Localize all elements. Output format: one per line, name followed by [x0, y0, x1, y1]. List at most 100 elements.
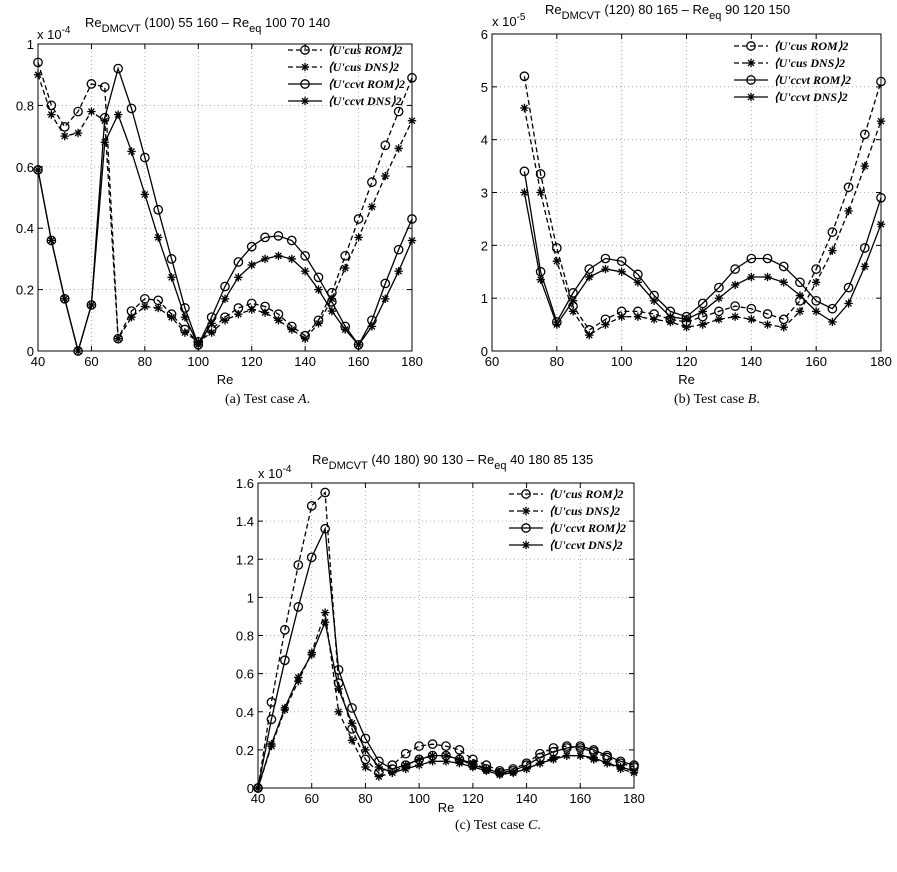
data-point-star-stroke	[381, 295, 389, 303]
legend-label: ⟨U'ccvt DNS⟩2	[328, 94, 402, 108]
caption-prefix: (a) Test case	[225, 392, 298, 407]
legend-label: ⟨U'cus DNS⟩2	[774, 56, 845, 70]
data-point-star-stroke	[261, 309, 269, 317]
x-tick-label: 120	[241, 354, 263, 369]
data-point-star-stroke	[128, 313, 135, 321]
data-point-star-stroke	[402, 765, 410, 773]
data-point-star	[294, 673, 303, 682]
data-point-circle	[286, 235, 297, 246]
data-point-star	[811, 278, 821, 287]
data-point-circle	[778, 261, 789, 272]
x-axis-label: Re	[438, 800, 455, 815]
data-point-star-stroke	[381, 172, 389, 180]
y-tick-label: 1	[481, 291, 488, 306]
title-end: 100 70 140	[261, 15, 330, 30]
data-point-star	[860, 262, 869, 271]
data-point-circle	[260, 232, 270, 243]
data-point-star-stroke	[715, 294, 723, 302]
title-subscript: DMCVT	[329, 460, 368, 472]
y-tick-label: 0.4	[236, 705, 254, 720]
y-tick-label: 1	[27, 37, 34, 52]
data-point-circle	[407, 72, 417, 83]
data-point-circle	[320, 523, 330, 534]
data-point-circle	[113, 63, 123, 74]
title-subscript-eq: eq	[709, 10, 721, 22]
y-tick-label: 0.4	[16, 221, 34, 236]
series-1	[520, 103, 886, 340]
data-point-star-stroke	[315, 319, 322, 327]
data-point-circle	[327, 297, 337, 307]
data-point-star-stroke	[683, 323, 690, 331]
data-point-star	[468, 762, 478, 772]
x-tick-label: 80	[550, 354, 564, 369]
data-point-circle	[360, 733, 371, 744]
data-point-star-stroke	[61, 295, 69, 303]
y-tick-label: 0.6	[16, 160, 34, 175]
data-point-circle	[380, 140, 391, 151]
data-point-circle	[367, 177, 377, 187]
data-point-star	[633, 278, 643, 287]
data-point-circle	[714, 282, 724, 293]
data-point-star-stroke	[861, 162, 869, 170]
data-point-star	[154, 303, 163, 313]
data-point-star	[253, 783, 263, 793]
data-point-star-stroke	[128, 148, 135, 155]
data-point-star	[234, 273, 243, 282]
y-tick-label: 0	[27, 344, 34, 359]
data-point-star	[374, 762, 384, 772]
data-point-star-stroke	[328, 295, 336, 303]
y-tick-label: 0	[481, 344, 488, 359]
data-point-star-stroke	[335, 685, 343, 693]
exponent-base: x 10	[492, 14, 517, 29]
data-point-star	[207, 319, 216, 328]
data-point-star	[568, 296, 578, 306]
data-point-star-stroke	[328, 307, 336, 315]
legend-marker-circle	[300, 45, 310, 55]
data-point-star	[220, 294, 230, 304]
data-point-star	[730, 312, 740, 321]
data-point-star-stroke	[553, 257, 561, 265]
data-point-star-stroke	[509, 769, 517, 777]
data-point-circle	[843, 282, 854, 293]
data-point-star-stroke	[747, 273, 755, 281]
data-point-circle	[616, 256, 627, 267]
data-point-star	[844, 299, 853, 308]
data-point-star-stroke	[537, 189, 545, 196]
data-point-star-stroke	[47, 237, 55, 244]
data-point-star-stroke	[429, 757, 437, 765]
exponent-power: -4	[283, 464, 292, 475]
data-point-star-stroke	[603, 759, 611, 767]
data-point-star	[394, 144, 403, 153]
data-point-star	[585, 272, 594, 282]
legend-marker-star	[521, 506, 531, 516]
legend-marker-circle	[300, 79, 310, 89]
data-point-star-stroke	[87, 108, 95, 115]
legend-marker-circle	[521, 523, 531, 533]
data-point-star	[334, 707, 343, 716]
title-rest: (120) 80 165 – Re	[601, 2, 709, 17]
data-point-star-stroke	[585, 273, 593, 281]
data-point-star	[828, 246, 837, 255]
data-point-star	[876, 116, 886, 126]
figure-caption: (b) Test case B.	[674, 392, 760, 407]
data-point-circle	[519, 71, 530, 82]
data-point-star-stroke	[731, 281, 739, 289]
data-point-star	[267, 739, 276, 749]
data-point-star	[127, 313, 136, 322]
legend-marker-star-stroke	[301, 97, 309, 105]
data-point-star-stroke	[828, 247, 836, 255]
data-point-star-stroke	[650, 315, 658, 323]
data-point-circle	[246, 241, 257, 252]
data-point-circle	[233, 257, 244, 267]
title-subscript-eq: eq	[249, 23, 261, 35]
data-point-star-stroke	[315, 286, 322, 294]
data-point-circle	[220, 281, 230, 292]
title-subscript-eq: eq	[494, 460, 506, 472]
data-point-star	[314, 285, 323, 294]
data-point-circle	[427, 739, 438, 750]
x-tick-label: 180	[870, 354, 892, 369]
x-tick-label: 80	[138, 354, 152, 369]
x-tick-label: 160	[569, 791, 591, 806]
chart-title: ReDMCVT (40 180) 90 130 – Reeq 40 180 85…	[312, 452, 593, 472]
